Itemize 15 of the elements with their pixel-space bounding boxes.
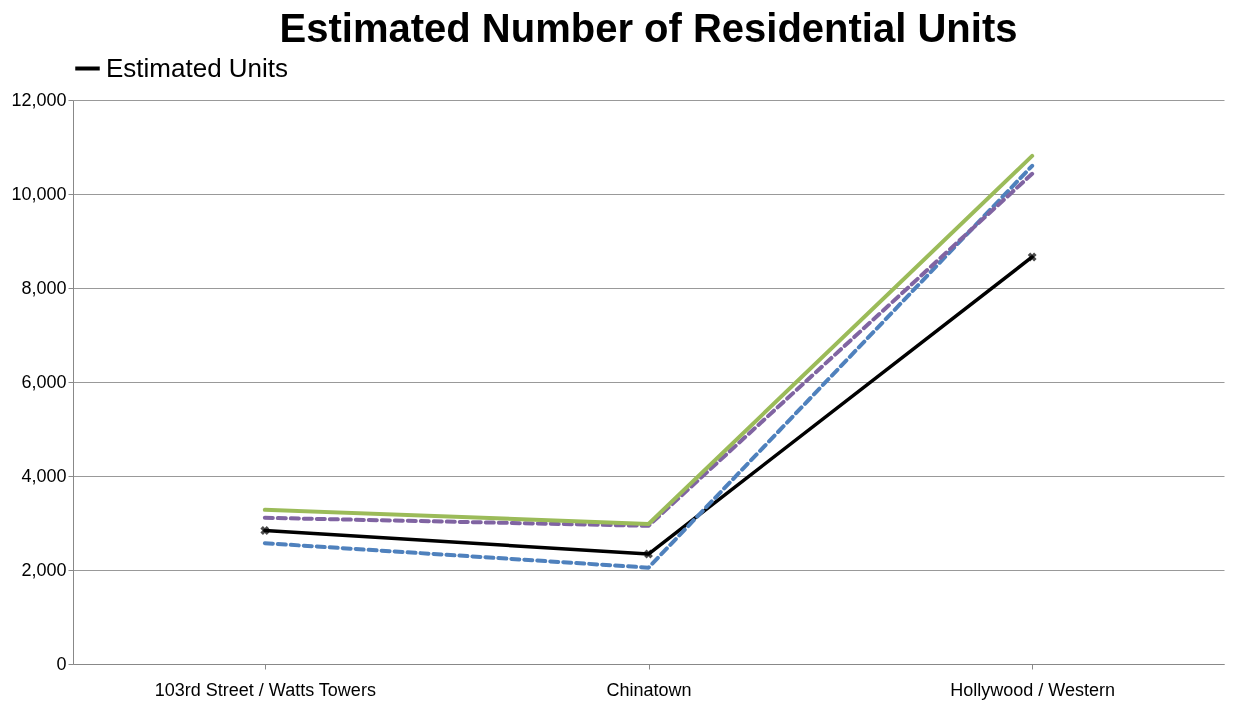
y-tick-label: 0 [56,653,67,674]
y-tick-label: 4,000 [21,465,67,486]
x-tick-label: Hollywood / Western [950,679,1116,700]
y-tick-label: 10,000 [11,183,67,204]
point [260,526,270,535]
x-tick-label: 103rd Street / Watts Towers [154,679,376,700]
y-tick-label: 8,000 [21,277,67,298]
y-tick-label: 12,000 [11,89,67,110]
legend-label: Estimated Units [106,52,289,83]
y-tick-label: 2,000 [21,559,67,580]
point [1027,252,1037,262]
x-tick-label: Chinatown [606,679,692,700]
point [644,549,653,559]
y-tick-label: 6,000 [21,371,67,392]
chart-title: Estimated Number of Residential Units [279,6,1018,50]
